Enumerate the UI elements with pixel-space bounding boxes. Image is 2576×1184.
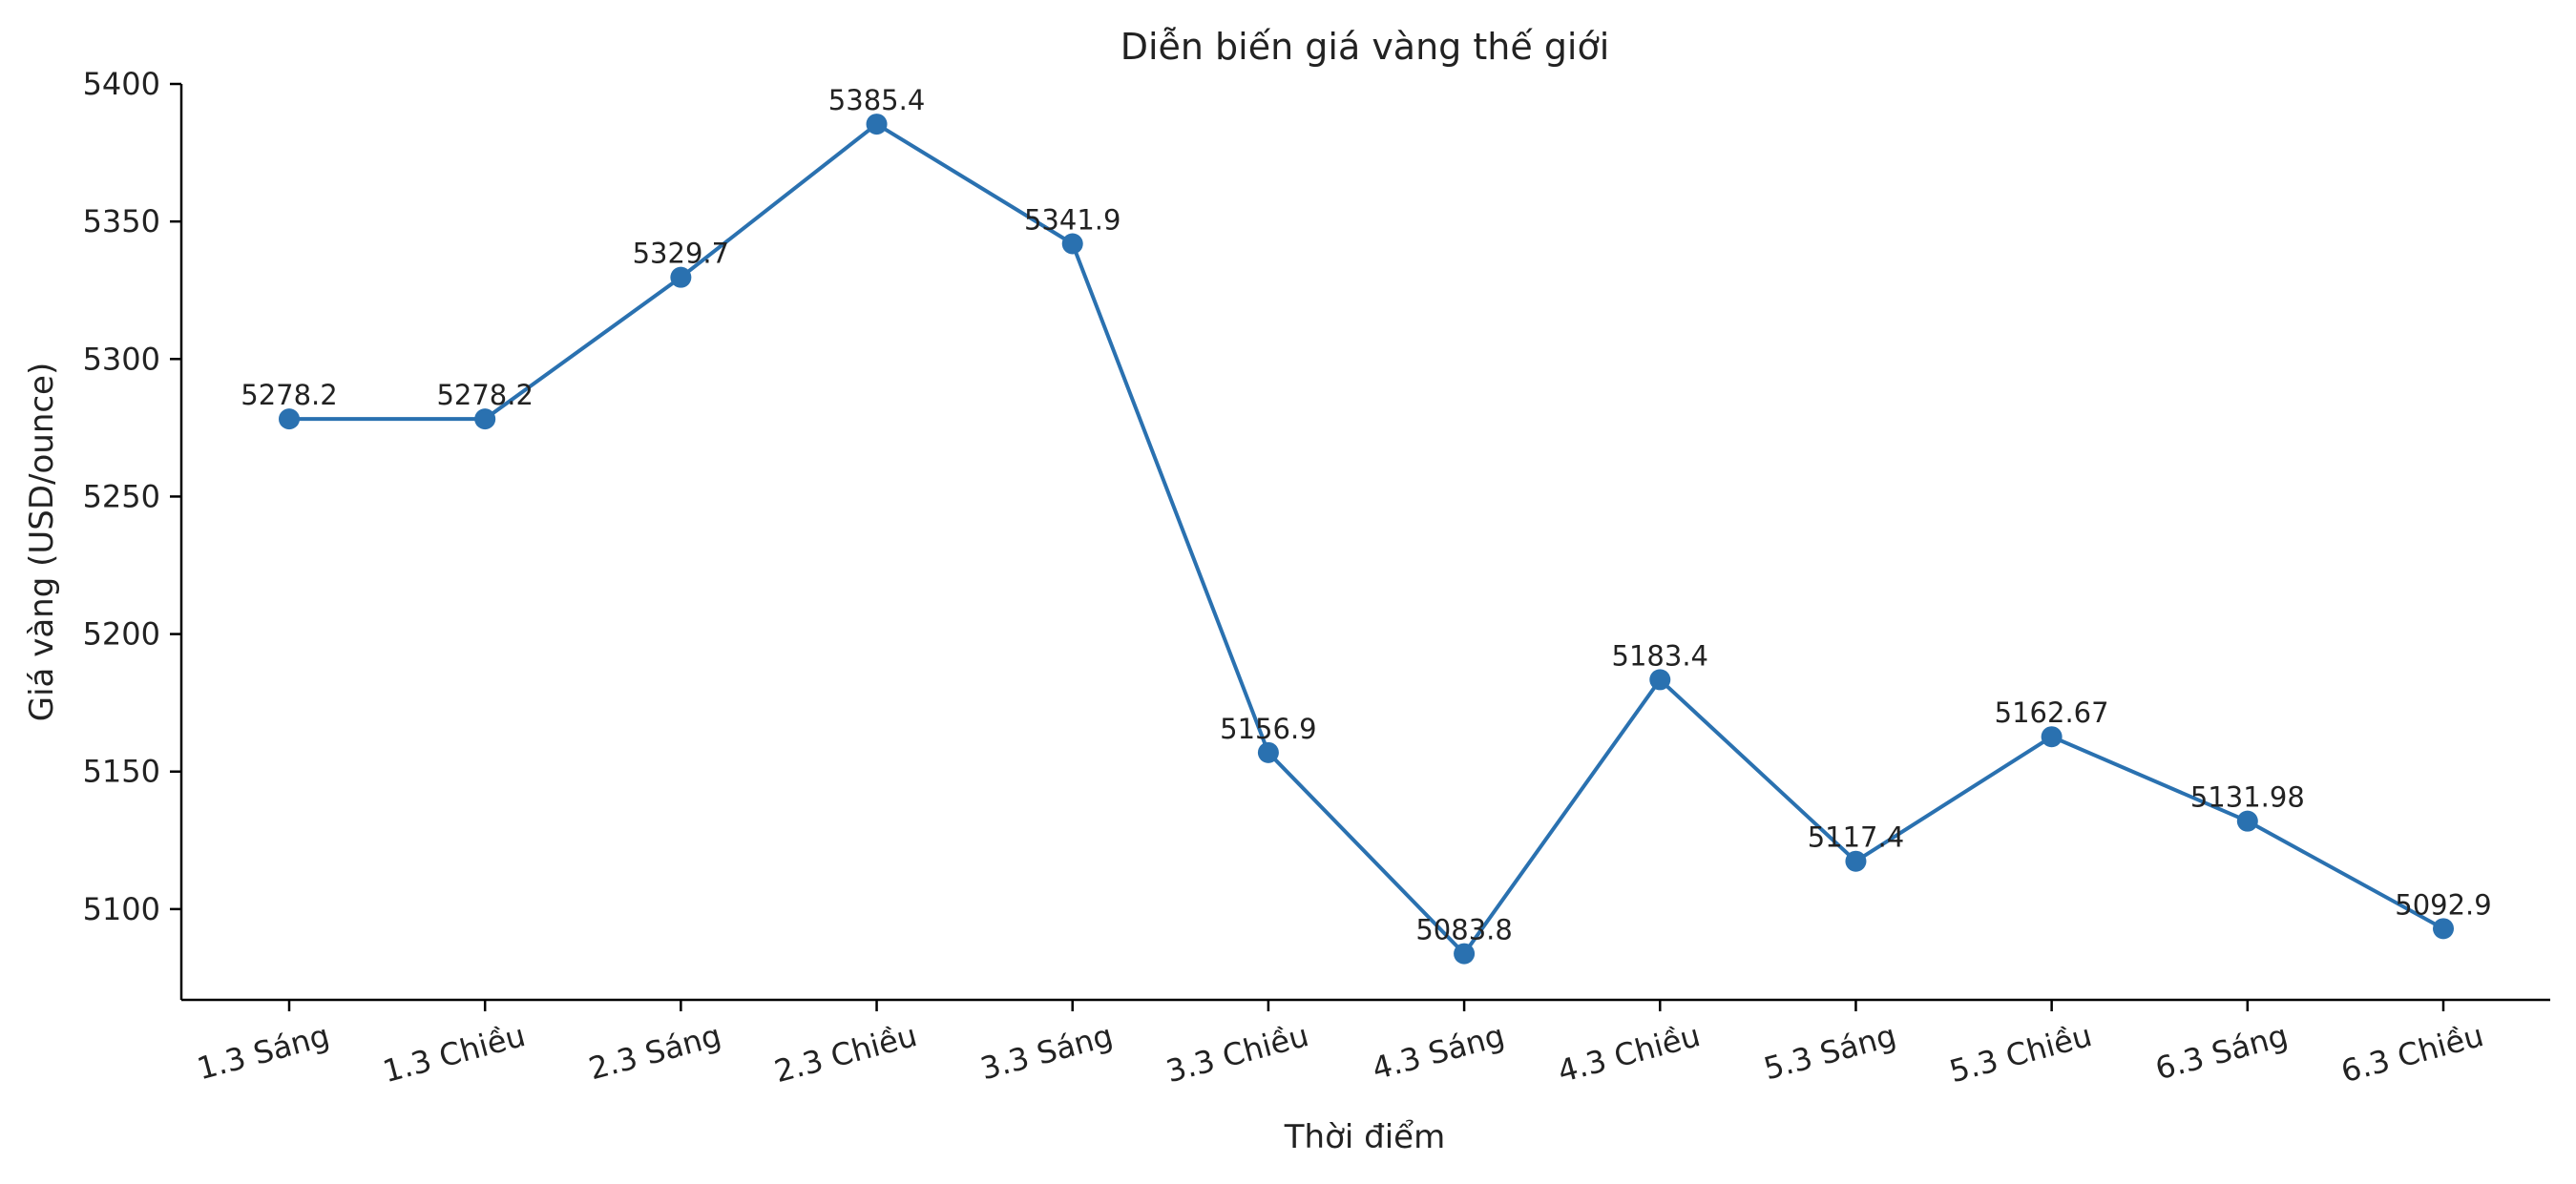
data-label: 5083.8 [1415, 914, 1512, 946]
data-point [2041, 726, 2063, 748]
data-point [474, 408, 496, 430]
data-label: 5329.7 [633, 238, 729, 270]
y-ticks: 5100 5150 5200 5250 5300 5350 5400 [83, 66, 181, 927]
y-tick-label: 5100 [83, 891, 160, 927]
data-point [1845, 850, 1867, 872]
data-label: 5278.2 [436, 379, 533, 411]
x-tick-label: 5.3 Sáng [1760, 1017, 1900, 1087]
x-ticks: 1.3 Sáng 1.3 Chiều 2.3 Sáng 2.3 Chiều 3.3 Sá… [193, 1000, 2487, 1090]
x-tick-label: 5.3 Chiều [1946, 1017, 2096, 1090]
y-tick-label: 5150 [83, 754, 160, 790]
y-tick-label: 5400 [83, 66, 160, 102]
y-tick-label: 5300 [83, 341, 160, 377]
y-tick-label: 5350 [83, 203, 160, 239]
data-point [2236, 810, 2258, 832]
data-label: 5183.4 [1612, 639, 1708, 672]
x-axis-label: Thời điểm [1284, 1118, 1445, 1156]
x-tick-label: 6.3 Sáng [2151, 1017, 2292, 1087]
data-point [866, 114, 888, 135]
data-label: 5341.9 [1024, 203, 1120, 236]
data-point [1061, 233, 1083, 255]
series-price [279, 114, 2454, 965]
y-tick-label: 5250 [83, 478, 160, 514]
x-tick-label: 4.3 Sáng [1369, 1017, 1509, 1087]
x-tick-label: 3.3 Chiều [1162, 1017, 1312, 1090]
series-line [289, 122, 2444, 956]
data-labels: 5278.2 5278.2 5329.7 5385.4 5341.9 5156.9 5083… [241, 84, 2491, 945]
data-label: 5162.67 [1995, 696, 2109, 729]
data-point [279, 408, 300, 430]
data-label: 5278.2 [241, 379, 337, 411]
data-point [1257, 741, 1279, 763]
x-tick-label: 2.3 Sáng [585, 1017, 725, 1087]
chart-title: Diễn biến giá vàng thế giới [1120, 26, 1610, 68]
x-tick-label: 2.3 Chiều [770, 1017, 920, 1090]
data-label: 5156.9 [1220, 713, 1316, 745]
y-axis-label: Giá vàng (USD/ounce) [23, 363, 61, 721]
data-label: 5117.4 [1808, 821, 1904, 854]
data-label: 5385.4 [828, 84, 925, 116]
x-tick-label: 1.3 Chiều [379, 1017, 529, 1090]
x-tick-label: 3.3 Sáng [976, 1017, 1117, 1087]
axes [179, 84, 2550, 1002]
y-tick-label: 5200 [83, 616, 160, 653]
data-point [1454, 943, 1476, 965]
data-label: 5131.98 [2190, 781, 2305, 814]
data-point [670, 266, 692, 288]
data-label: 5092.9 [2395, 888, 2491, 921]
data-point [2433, 918, 2454, 940]
x-tick-label: 6.3 Chiều [2337, 1017, 2487, 1090]
data-point [1649, 669, 1671, 691]
x-tick-label: 1.3 Sáng [193, 1017, 333, 1087]
x-tick-label: 4.3 Chiều [1554, 1017, 1704, 1090]
